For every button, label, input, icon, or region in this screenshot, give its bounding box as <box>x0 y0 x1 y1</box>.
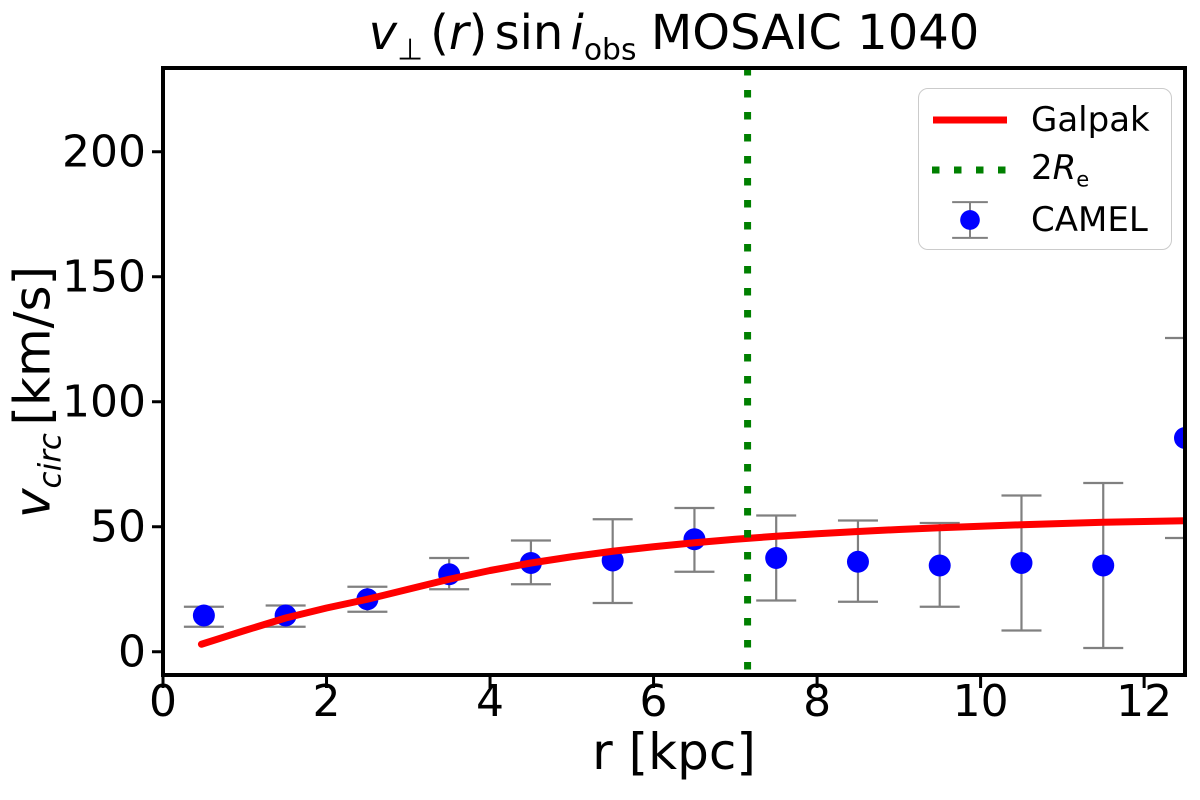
re-prefix: 2 <box>1031 147 1053 188</box>
x-tick-label: 2 <box>313 676 341 727</box>
x-tick-label: 0 <box>149 676 177 727</box>
title-i: i <box>570 5 584 61</box>
camel-data-point <box>765 547 788 569</box>
legend-label-re: 2Re <box>1031 151 1089 189</box>
camel-data-point <box>928 554 951 577</box>
y-tick-label: 100 <box>62 376 146 427</box>
x-tick-label: 4 <box>476 676 504 727</box>
x-tick-label: 10 <box>953 676 1009 727</box>
title-perp-subscript: ⊥ <box>397 32 423 68</box>
legend-label-galpak: Galpak <box>1031 100 1150 140</box>
ylabel-v: v <box>3 488 62 519</box>
camel-marker-sample-icon <box>952 201 988 239</box>
galpak-line-sample-icon <box>933 116 1007 124</box>
re-e-subscript: e <box>1076 166 1090 192</box>
title-r: r <box>448 5 469 61</box>
title-sin: sin <box>494 5 564 61</box>
x-tick-label: 12 <box>1116 676 1172 727</box>
camel-data-point <box>846 550 869 573</box>
ylabel-circ-subscript: circ <box>32 433 69 489</box>
title-v: v <box>368 5 398 61</box>
title-obs-subscript: obs <box>583 32 637 68</box>
legend: Galpak 2Re CAMEL <box>918 88 1172 250</box>
y-axis-label: vcirc [km/s] <box>2 266 69 518</box>
x-tick-label: 8 <box>803 676 831 727</box>
camel-data-point <box>1092 554 1115 577</box>
re-R: R <box>1052 147 1077 188</box>
galpak-model-line <box>197 517 1185 648</box>
legend-label-camel: CAMEL <box>1031 200 1148 240</box>
title-rparen: ) <box>468 5 488 61</box>
plot-border <box>161 66 1187 677</box>
x-tick-label: 6 <box>640 676 668 727</box>
y-tick-label: 200 <box>62 126 146 177</box>
y-tick-label: 150 <box>62 251 146 302</box>
camel-data-point <box>1174 427 1185 449</box>
chart-title: v⊥ (r) sin iobs MOSAIC 1040 <box>163 5 1185 68</box>
ylabel-units: [km/s] <box>3 265 62 426</box>
legend-item-camel: CAMEL <box>931 195 1167 245</box>
re-dotted-line-sample-icon <box>932 166 1009 174</box>
title-galaxy-name: MOSAIC 1040 <box>650 5 980 61</box>
legend-item-galpak: Galpak <box>931 95 1167 145</box>
title-lparen: ( <box>430 5 449 61</box>
y-tick-label: 50 <box>90 501 146 552</box>
camel-data-point <box>192 604 215 627</box>
camel-data-point <box>1010 552 1033 574</box>
y-tick-label: 0 <box>118 626 146 677</box>
plot-data-layer <box>183 68 1185 675</box>
x-axis-label: r [kpc] <box>592 723 756 781</box>
legend-item-re: 2Re <box>931 145 1167 195</box>
